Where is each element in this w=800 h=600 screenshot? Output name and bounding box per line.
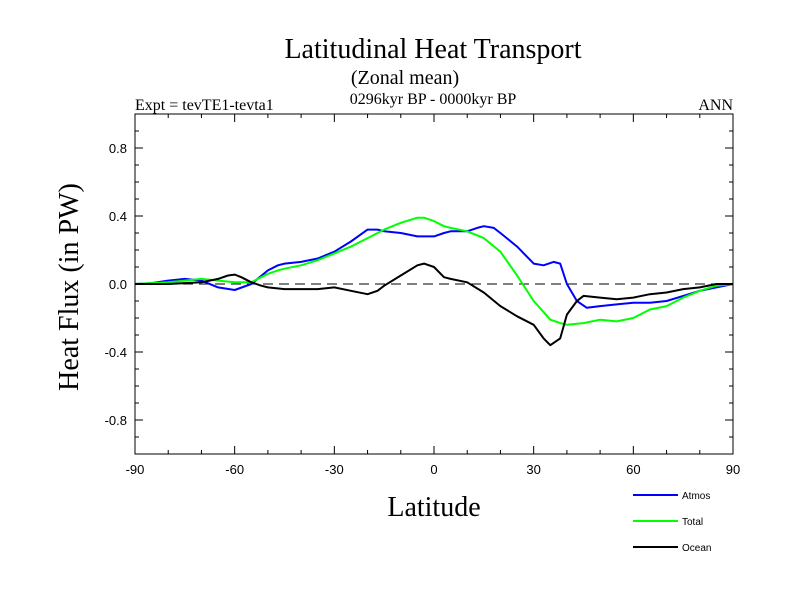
chart-period: 0296kyr BP - 0000kyr BP: [350, 91, 517, 108]
series-line-total: [134, 216, 734, 326]
legend-label-total: Total: [682, 517, 703, 528]
x-tick-label: -60: [225, 462, 244, 477]
legend-label-ocean: Ocean: [682, 543, 711, 554]
axis-ticks: [134, 113, 734, 455]
y-axis-label: Heat Flux (in PW): [54, 183, 85, 391]
series-line-ocean: [135, 262, 733, 347]
y-tick-label: -0.8: [105, 413, 127, 428]
y-tick-label: 0.0: [109, 277, 127, 292]
y-tick-label: -0.4: [105, 345, 127, 360]
y-tick-label: 0.4: [109, 209, 127, 224]
y-tick-label: 0.8: [109, 141, 127, 156]
x-tick-label: -90: [126, 462, 145, 477]
x-axis-label: Latitude: [387, 492, 480, 523]
data-series: [134, 216, 734, 347]
axis-tick-labels: -90 -60 -30 0 30 60 90 -0.8 -0.4 0.0 0.4 0.8: [105, 141, 741, 477]
x-tick-label: 60: [626, 462, 640, 477]
chart-title: Latitudinal Heat Transport: [284, 34, 581, 65]
legend-label-atmos: Atmos: [682, 491, 710, 502]
x-tick-label: -30: [325, 462, 344, 477]
x-tick-label: 30: [526, 462, 540, 477]
x-tick-label: 90: [726, 462, 740, 477]
legend: Atmos Total Ocean: [633, 491, 711, 554]
x-tick-label: 0: [430, 462, 437, 477]
season-label: ANN: [698, 97, 733, 114]
chart-subtitle: (Zonal mean): [351, 67, 459, 89]
experiment-label: Expt = tevTE1-tevta1: [135, 97, 274, 114]
